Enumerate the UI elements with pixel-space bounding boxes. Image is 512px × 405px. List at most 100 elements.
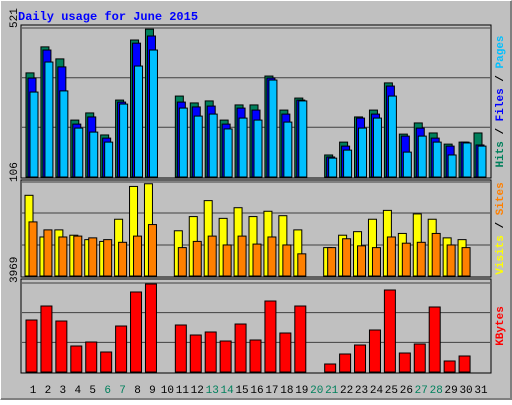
bar bbox=[447, 154, 457, 178]
bar bbox=[431, 232, 441, 277]
bar bbox=[73, 235, 83, 277]
bar bbox=[342, 238, 352, 277]
bar bbox=[249, 339, 262, 373]
x-tick-label: 9 bbox=[149, 385, 156, 397]
bar bbox=[85, 341, 98, 373]
bar bbox=[368, 329, 381, 373]
x-tick-label: 31 bbox=[474, 385, 488, 397]
bar bbox=[462, 142, 472, 178]
bar bbox=[386, 236, 396, 277]
bar bbox=[428, 306, 441, 373]
bar bbox=[118, 241, 128, 277]
bar bbox=[328, 157, 338, 178]
bar bbox=[402, 151, 412, 178]
bar bbox=[147, 224, 157, 277]
bar bbox=[252, 243, 262, 277]
bar bbox=[29, 91, 39, 178]
bar bbox=[387, 95, 397, 178]
legend-entry: Files bbox=[495, 88, 507, 121]
bar bbox=[343, 149, 353, 178]
legend-separator: / bbox=[495, 68, 507, 88]
bar bbox=[74, 127, 84, 178]
x-tick-label: 16 bbox=[250, 385, 263, 397]
legend-separator: / bbox=[495, 215, 507, 235]
bar bbox=[401, 242, 411, 277]
x-tick-label: 23 bbox=[355, 385, 368, 397]
bar bbox=[40, 305, 53, 373]
x-tick-label: 7 bbox=[119, 385, 126, 397]
x-tick-label: 4 bbox=[74, 385, 81, 397]
legend: Visits / Sites bbox=[495, 182, 507, 274]
bar bbox=[58, 236, 68, 277]
bar bbox=[279, 332, 292, 373]
x-tick-label: 6 bbox=[104, 385, 111, 397]
bar bbox=[282, 244, 292, 277]
bar bbox=[268, 79, 278, 178]
bar bbox=[144, 283, 157, 373]
bar bbox=[253, 119, 263, 178]
x-tick-label: 11 bbox=[176, 385, 190, 397]
x-tick-label: 3 bbox=[60, 385, 67, 397]
bar bbox=[223, 128, 233, 178]
bar bbox=[222, 244, 232, 277]
legend: KBytes bbox=[495, 306, 507, 346]
bar bbox=[238, 117, 248, 178]
bar bbox=[357, 245, 367, 277]
x-tick-label: 21 bbox=[325, 385, 339, 397]
bar bbox=[192, 240, 202, 277]
bar bbox=[339, 353, 352, 373]
bar bbox=[416, 241, 426, 277]
bar bbox=[327, 247, 337, 277]
bar bbox=[134, 65, 144, 178]
x-tick-label: 26 bbox=[400, 385, 413, 397]
x-tick-label: 14 bbox=[221, 385, 235, 397]
bar bbox=[88, 237, 98, 277]
bar bbox=[43, 229, 53, 277]
legend-entry: Visits bbox=[495, 235, 507, 275]
bar bbox=[177, 247, 187, 277]
bar bbox=[28, 221, 38, 277]
bar bbox=[208, 113, 218, 178]
legend-separator: / bbox=[495, 121, 507, 141]
bar bbox=[283, 121, 293, 178]
bar bbox=[324, 363, 337, 373]
y-tick-label: 106 bbox=[9, 162, 21, 182]
bar bbox=[298, 100, 308, 178]
bar bbox=[446, 244, 456, 277]
x-tick-label: 19 bbox=[295, 385, 308, 397]
bar bbox=[89, 131, 99, 178]
bar bbox=[371, 247, 381, 277]
x-tick-label: 25 bbox=[385, 385, 398, 397]
bar bbox=[59, 90, 69, 178]
bar bbox=[297, 253, 307, 277]
bar bbox=[133, 235, 143, 277]
bar bbox=[432, 141, 442, 178]
x-tick-label: 8 bbox=[134, 385, 141, 397]
bar bbox=[119, 103, 129, 178]
x-tick-label: 29 bbox=[445, 385, 458, 397]
x-tick-label: 12 bbox=[191, 385, 204, 397]
x-tick-label: 1 bbox=[30, 385, 37, 397]
x-tick-label: 28 bbox=[430, 385, 443, 397]
y-tick-label: 521 bbox=[9, 8, 21, 28]
x-tick-label: 22 bbox=[340, 385, 353, 397]
legend-entry: Hits bbox=[495, 141, 507, 167]
bar bbox=[264, 300, 277, 373]
bar bbox=[237, 235, 247, 277]
bar bbox=[148, 49, 158, 178]
bar bbox=[25, 319, 38, 373]
bar bbox=[461, 247, 471, 277]
bar bbox=[294, 305, 307, 373]
bar bbox=[354, 344, 367, 373]
bar bbox=[207, 235, 217, 277]
legend: Hits / Files / Pages bbox=[495, 35, 507, 167]
bar bbox=[178, 107, 188, 178]
bar bbox=[267, 236, 277, 277]
bar bbox=[115, 325, 128, 373]
bar bbox=[104, 141, 114, 178]
bar bbox=[100, 351, 113, 373]
legend-entry: Sites bbox=[495, 182, 507, 215]
x-tick-label: 18 bbox=[280, 385, 293, 397]
